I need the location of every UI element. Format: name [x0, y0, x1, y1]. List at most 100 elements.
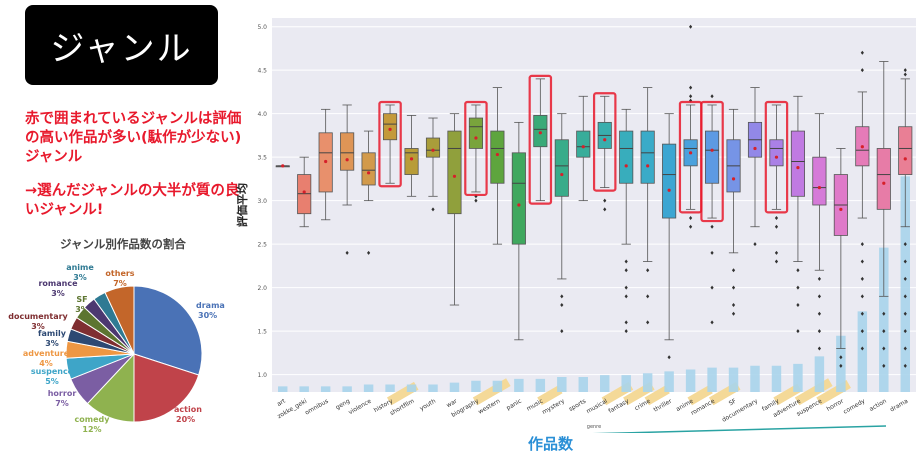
x-tick-label: sports	[568, 398, 588, 413]
outlier-point	[903, 68, 907, 73]
iqr-box	[425, 137, 441, 158]
outlier-point	[624, 285, 628, 290]
red-highlight-frame	[764, 100, 789, 214]
x-tick-label: youth	[419, 398, 438, 413]
count-bar-mystery	[557, 377, 567, 392]
outlier-point	[624, 320, 628, 325]
outlier-point	[860, 242, 864, 247]
mean-marker	[882, 181, 886, 185]
mean-marker	[903, 157, 907, 161]
outlier-point	[689, 224, 693, 229]
count-bar-SF	[728, 367, 739, 392]
outlier-point	[860, 311, 864, 316]
iqr-box	[554, 139, 569, 197]
mean-marker	[774, 155, 779, 159]
mean-marker	[817, 186, 822, 190]
outlier-point	[903, 72, 907, 77]
mean-marker	[324, 159, 328, 164]
outlier-point	[624, 329, 628, 334]
box-war: war	[445, 113, 462, 409]
outlier-point	[710, 224, 714, 229]
slide-title: ジャンル	[25, 5, 218, 85]
outlier-point	[774, 259, 779, 264]
iqr-box	[790, 130, 805, 197]
mean-marker	[860, 145, 864, 149]
outlier-point	[903, 346, 907, 351]
count-bar-adventure	[793, 363, 803, 392]
outlier-point	[860, 294, 864, 299]
outlier-point	[689, 24, 693, 29]
pie-pct-adventure: 4%	[39, 359, 53, 368]
iqr-box	[640, 130, 655, 184]
iqr-box	[490, 130, 505, 184]
mean-marker	[345, 158, 349, 162]
outlier-point	[646, 320, 650, 325]
y-tick-label: 2.5	[257, 242, 267, 249]
outlier-point	[903, 242, 907, 247]
outlier-point	[667, 355, 671, 360]
mean-marker	[603, 138, 607, 142]
mean-marker	[581, 145, 585, 149]
label-highlight	[687, 385, 713, 406]
mean-marker	[517, 203, 521, 207]
outlier-point	[689, 98, 693, 103]
outlier-point	[796, 303, 800, 308]
count-bar-art	[278, 386, 288, 392]
pie-chart-title: ジャンル別作品数の割合	[60, 237, 186, 251]
count-bar-comedy	[857, 311, 868, 392]
count-bar-geng	[342, 386, 352, 392]
mean-marker	[753, 146, 757, 151]
y-tick-label: 2.0	[257, 285, 267, 292]
pie-label-action: action	[174, 405, 202, 414]
pie-label-adventure: adventure	[23, 349, 70, 358]
mean-marker	[367, 171, 371, 175]
pie-label-romance: romance	[38, 279, 78, 288]
mean-marker	[538, 131, 542, 135]
outlier-point	[903, 363, 907, 368]
mean-marker	[560, 172, 564, 177]
count-bar-history	[385, 384, 395, 392]
iqr-box	[340, 132, 355, 171]
red-highlight-frame	[378, 100, 402, 188]
box-action: action	[868, 61, 891, 413]
outlier-point	[710, 250, 714, 255]
red-highlight-frame	[700, 100, 724, 223]
x-tick-label: violence	[347, 398, 372, 417]
iqr-box	[576, 130, 591, 158]
outlier-point	[860, 346, 864, 351]
outlier-point	[474, 198, 478, 203]
count-bar-zokke_geki	[299, 386, 309, 392]
mean-marker	[452, 174, 457, 178]
outlier-point	[603, 198, 607, 203]
note-high-rated: 赤で囲まれているジャンルは評価の高い作品が多い(駄作が少ない)ジャンル	[25, 111, 242, 165]
mean-marker	[646, 164, 650, 168]
pie-label-family: family	[38, 329, 67, 338]
mean-marker	[624, 164, 628, 168]
pie-slice-others	[104, 285, 135, 355]
pie-label-horror: horror	[48, 389, 77, 398]
y-axis-label: 評価平均	[236, 183, 249, 227]
outlier-point	[882, 363, 886, 368]
x-tick-label: war	[445, 397, 459, 409]
iqr-box	[769, 139, 784, 167]
outlier-point	[860, 50, 864, 55]
outlier-point	[817, 276, 821, 281]
outlier-point	[817, 311, 821, 316]
outlier-point	[345, 250, 349, 255]
outlier-point	[646, 268, 650, 273]
outlier-point	[731, 285, 736, 290]
outlier-point	[817, 346, 821, 351]
x-tick-label: art	[276, 397, 287, 408]
outlier-point	[860, 259, 864, 264]
x-tick-label: action	[868, 398, 888, 413]
red-highlight-frame	[464, 100, 488, 197]
outlier-point	[882, 346, 886, 351]
outlier-point	[624, 294, 628, 299]
y-tick-label: 4.5	[257, 68, 267, 75]
pie-pct-romance: 3%	[51, 289, 65, 298]
outlier-point	[774, 224, 779, 229]
iqr-box	[533, 115, 548, 148]
outlier-point	[860, 276, 864, 281]
mean-marker	[667, 188, 671, 192]
box-SF: SF	[726, 108, 741, 407]
